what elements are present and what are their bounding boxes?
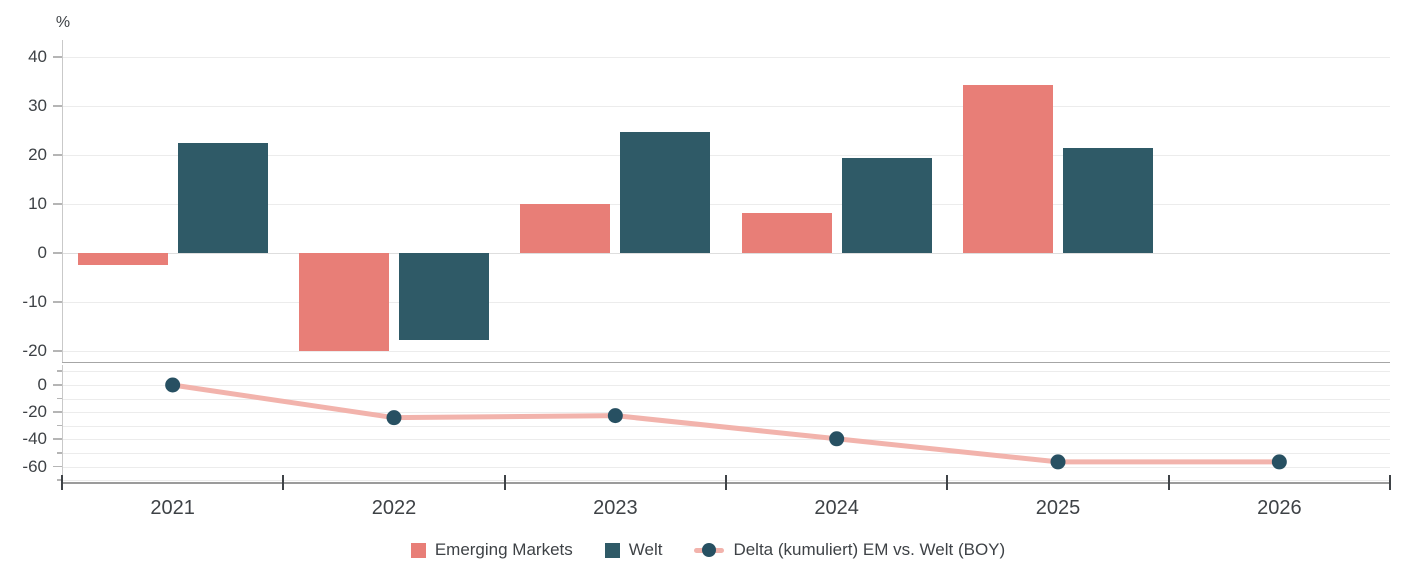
x-axis-label-2022: 2022: [371, 497, 417, 519]
y-tick-bottom--20: [53, 411, 62, 413]
x-axis-tick-0: [61, 475, 63, 490]
y-tick-top--10: [53, 301, 62, 303]
x-axis-label-2021: 2021: [150, 497, 195, 519]
y-tick-top-20: [53, 154, 62, 156]
x-axis-label-2026: 2026: [1257, 497, 1302, 519]
y-axis-unit-label: %: [55, 14, 71, 31]
y-tick-label-bottom--40: -40: [22, 429, 47, 449]
bar-emerging-markets-2021: [77, 253, 168, 265]
welt-swatch-icon: [604, 542, 620, 558]
bar-welt-2025: [1063, 147, 1153, 253]
y-tick-label-top-20: 20: [28, 145, 47, 164]
legend-label-emerging-markets: Emerging Markets: [434, 540, 573, 559]
gridline-bottom--10: [62, 398, 1390, 400]
delta-point-2026: [1271, 454, 1287, 470]
bar-emerging-markets-2024: [741, 213, 832, 253]
y-tick-top-0: [53, 252, 62, 254]
y-tick-top-40: [53, 56, 62, 58]
x-axis-tick-5: [1167, 475, 1170, 490]
y-tick-label-bottom--20: -20: [22, 402, 47, 422]
bar-welt-2021: [177, 143, 268, 253]
y-tick-bottom-0: [53, 384, 62, 386]
bar-emerging-markets-2022: [299, 253, 389, 351]
y-tick-bottom--40: [53, 438, 62, 440]
y-tick-top--20: [53, 350, 62, 352]
y-axis-line-bottom: [62, 365, 63, 482]
y-tick-top-30: [53, 105, 62, 107]
gridline-top-0: [62, 253, 1390, 254]
gridline-top-30: [62, 106, 1390, 107]
delta-point-2024: [829, 431, 845, 447]
y-tick-bottom--70: [57, 479, 62, 481]
bar-emerging-markets-2025: [963, 84, 1053, 253]
y-tick-bottom--30: [57, 424, 62, 427]
gridline-top-20: [62, 155, 1390, 156]
x-axis-tick-4: [946, 475, 949, 490]
gridline-top-40: [62, 57, 1390, 58]
y-tick-top-10: [53, 203, 62, 205]
legend-label-delta: Delta (kumuliert) EM vs. Welt (BOY): [733, 540, 1006, 559]
y-tick-label-top-30: 30: [28, 96, 47, 115]
x-axis-tick-6: [1389, 475, 1391, 490]
gridline-bottom-10: [62, 371, 1390, 373]
y-tick-label-top--20: -20: [22, 341, 47, 360]
x-axis-tick-3: [725, 475, 727, 490]
legend-label-welt: Welt: [628, 540, 663, 559]
emerging-markets-swatch-icon: [410, 542, 426, 558]
legend-item-emerging-markets: Emerging Markets: [410, 540, 573, 560]
panel-separator-line: [62, 362, 1390, 363]
gridline-bottom--60: [62, 466, 1390, 468]
delta-point-2022: [386, 410, 402, 426]
delta-point-2025: [1050, 454, 1066, 470]
delta-dot-swatch: [702, 543, 717, 557]
y-tick-label-bottom-0: 0: [37, 375, 47, 394]
y-tick-bottom--50: [57, 452, 62, 454]
gridline-top--20: [62, 351, 1390, 352]
y-tick-label-top--10: -10: [22, 292, 47, 311]
delta-line: [170, 382, 1282, 465]
y-tick-label-top-40: 40: [28, 47, 47, 66]
x-axis-label-2024: 2024: [814, 497, 859, 519]
y-tick-bottom-10: [57, 370, 62, 372]
delta-line-chart: [165, 377, 1287, 470]
gridline-bottom--20: [62, 412, 1390, 414]
y-tick-label-top-10: 10: [28, 194, 47, 213]
gridline-bottom--50: [62, 453, 1390, 455]
y-tick-bottom--60: [53, 465, 62, 468]
y-tick-label-bottom--60: -60: [22, 456, 47, 476]
bar-welt-2022: [399, 253, 489, 341]
y-axis-line-top: [62, 40, 63, 362]
bar-emerging-markets-2023: [520, 203, 611, 253]
gridline-top-10: [62, 204, 1390, 205]
gridline-bottom--40: [62, 439, 1390, 441]
x-axis-tick-1: [282, 475, 285, 490]
legend-item-welt: Welt: [604, 540, 663, 560]
legend-item-delta: Delta (kumuliert) EM vs. Welt (BOY): [694, 540, 1005, 560]
gridline-bottom-0: [62, 385, 1390, 386]
delta-point-2023: [607, 408, 623, 424]
x-axis-tick-2: [503, 475, 506, 490]
line-dot-marker-icon: [694, 543, 725, 557]
y-tick-bottom--10: [57, 397, 62, 400]
legend: Emerging Markets Welt Delta (kumuliert) …: [0, 537, 1416, 563]
y-tick-label-top-0: 0: [37, 243, 47, 262]
x-axis-label-2025: 2025: [1035, 497, 1081, 519]
bar-welt-2024: [841, 158, 932, 253]
x-axis-label-2023: 2023: [593, 497, 638, 519]
delta-point-2021: [165, 377, 181, 393]
gridline-top--10: [62, 302, 1390, 303]
bar-welt-2023: [620, 132, 711, 253]
